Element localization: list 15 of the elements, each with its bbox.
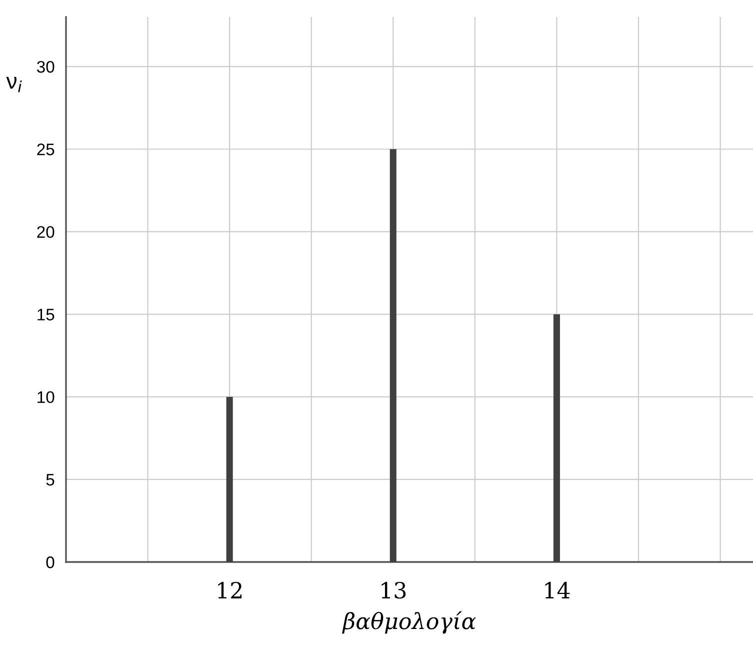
bar — [553, 314, 560, 562]
y-axis-title: ν$_{i}$ — [6, 76, 22, 92]
x-tick-label: 12 — [218, 582, 242, 598]
y-tick-label: 20 — [37, 226, 54, 238]
y-tick-label: 25 — [37, 144, 54, 156]
y-tick-label: 10 — [38, 391, 54, 404]
x-axis-title: βαθμολογία — [342, 611, 476, 634]
bar — [226, 396, 233, 562]
y-tick-label: 30 — [36, 60, 54, 73]
y-tick-label: 5 — [46, 474, 54, 486]
y-tick-label: 0 — [46, 556, 54, 568]
x-tick-label: 14 — [545, 582, 570, 598]
y-tick-label: 15 — [38, 308, 54, 320]
x-tick-label: 13 — [382, 582, 406, 599]
bar — [390, 149, 396, 562]
